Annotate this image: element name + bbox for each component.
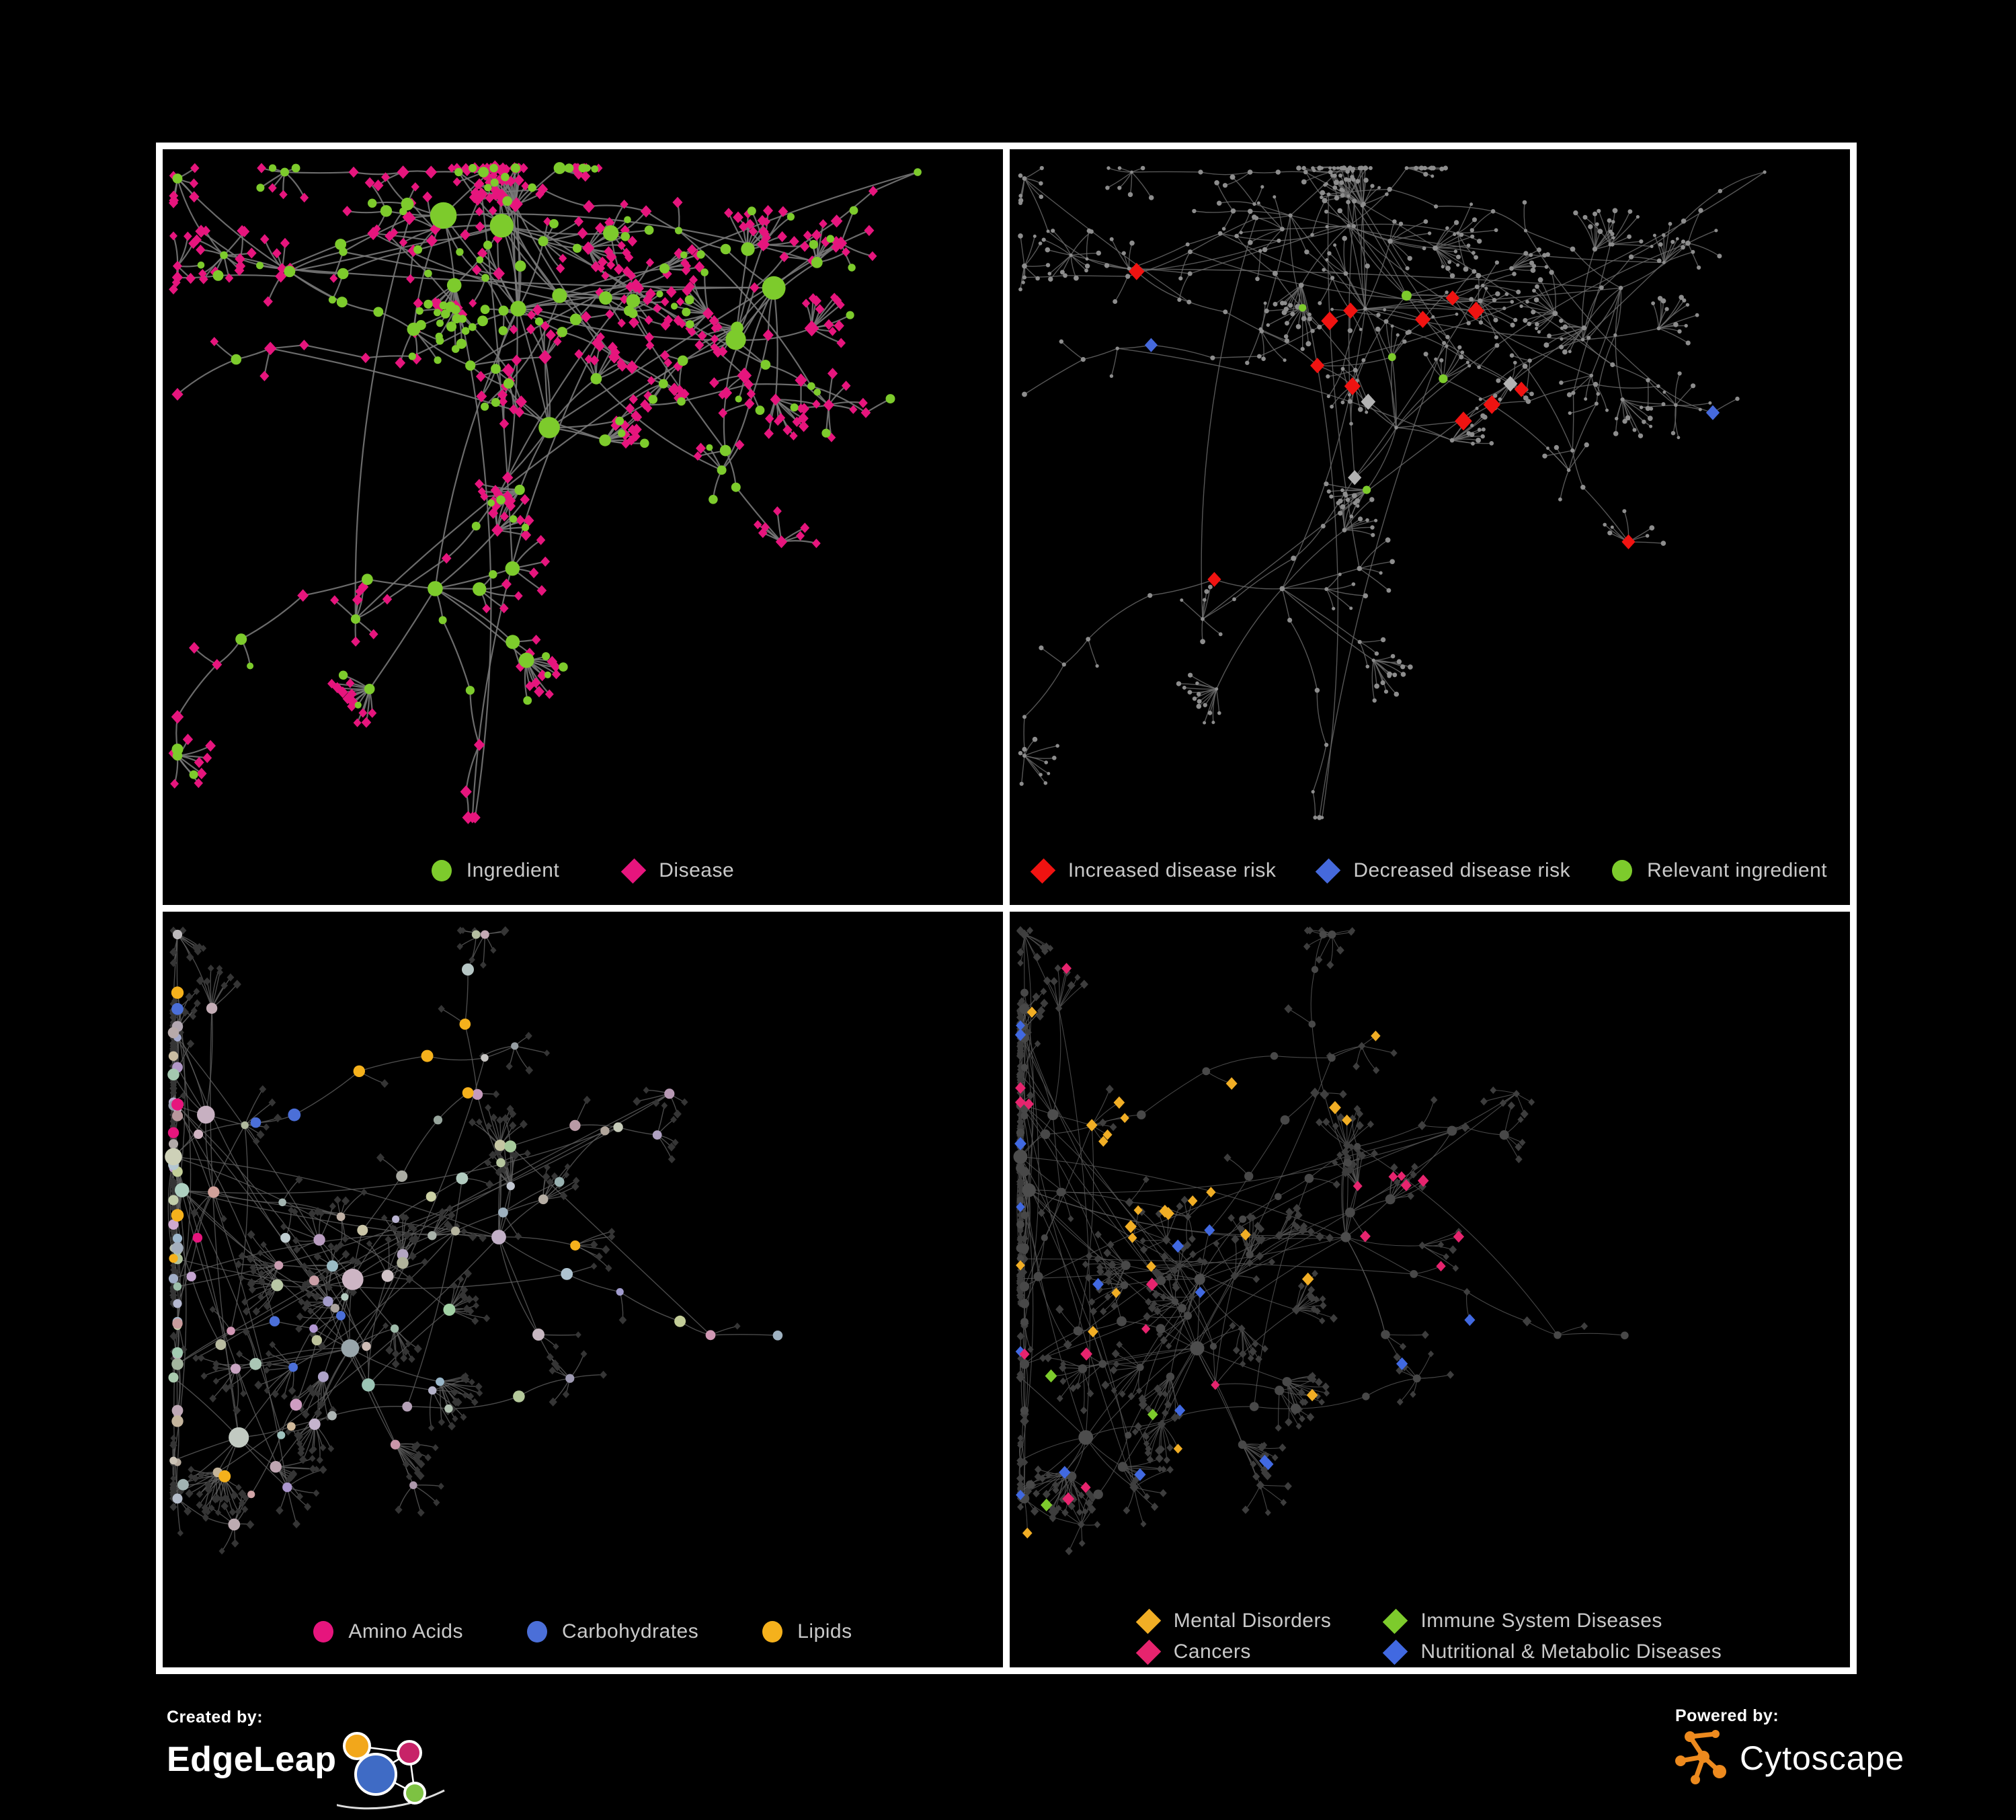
legend-label: Ingredient	[466, 859, 560, 881]
lipids-circle-swatch-icon	[762, 1621, 783, 1643]
legend-item-cancers: Cancers	[1135, 1639, 1332, 1665]
legend-item-relevant-ingredient: Relevant ingredient	[1612, 859, 1827, 882]
legend-item-immune-system-diseases: Immune System Diseases	[1383, 1608, 1722, 1634]
legend-label: Disease	[659, 859, 735, 881]
legend-label: Cancers	[1173, 1640, 1251, 1663]
cytoscape-wordmark: Cytoscape	[1740, 1739, 1905, 1777]
legend-label: Nutritional & Metabolic Diseases	[1420, 1640, 1722, 1663]
decreased-risk-diamond-swatch-icon	[1316, 858, 1341, 883]
powered-by-label: Powered by:	[1675, 1706, 1779, 1725]
nutritional-metabolic-diamond-swatch-icon	[1383, 1639, 1408, 1665]
legend-item-decreased-risk: Decreased disease risk	[1316, 858, 1571, 883]
relevant-ingredient-circle-swatch-icon	[1612, 860, 1633, 881]
legend-label: Decreased disease risk	[1353, 859, 1571, 881]
legend-compound-class: Amino Acids Carbohydrates Lipids	[163, 1620, 1003, 1643]
panel-disease-category: Mental Disorders Immune System Diseases …	[1010, 912, 1850, 1667]
legend-item-nutritional-metabolic-diseases: Nutritional & Metabolic Diseases	[1383, 1639, 1722, 1665]
increased-risk-diamond-swatch-icon	[1030, 858, 1056, 883]
network-svg-ingredient-disease	[168, 160, 922, 824]
network-grid: Ingredient Disease Increased disease ris…	[156, 143, 1857, 1674]
legend-label: Amino Acids	[348, 1620, 463, 1643]
legend-item-disease: Disease	[621, 858, 735, 883]
carbohydrates-circle-swatch-icon	[526, 1621, 547, 1643]
edgeleap-wordmark: EdgeLeap	[167, 1740, 337, 1779]
mental-disorders-diamond-swatch-icon	[1135, 1608, 1161, 1634]
legend-item-mental-disorders: Mental Disorders	[1135, 1608, 1332, 1634]
edgeleap-network-icon	[336, 1732, 445, 1810]
amino-acids-circle-swatch-icon	[313, 1621, 334, 1643]
legend-item-carbohydrates: Carbohydrates	[526, 1620, 699, 1643]
panel-compound-class: Amino Acids Carbohydrates Lipids	[163, 912, 1003, 1667]
cytoscape-logo: Cytoscape	[1675, 1729, 1904, 1788]
legend-disease-category: Mental Disorders Immune System Diseases …	[1135, 1608, 1722, 1665]
created-by-block: Created by: EdgeLeap	[167, 1708, 478, 1819]
network-svg-disease-category	[1013, 926, 1629, 1556]
panel-ingredient-disease: Ingredient Disease	[163, 149, 1003, 905]
panel-disease-risk: Increased disease risk Decreased disease…	[1010, 149, 1850, 905]
created-by-label: Created by:	[167, 1708, 264, 1727]
legend-disease-risk: Increased disease risk Decreased disease…	[1010, 858, 1850, 883]
legend-item-lipids: Lipids	[762, 1620, 852, 1643]
immune-diseases-diamond-swatch-icon	[1383, 1608, 1408, 1634]
powered-by-block: Powered by: Cytoscape	[1675, 1706, 1904, 1788]
legend-label: Carbohydrates	[561, 1620, 699, 1643]
network-svg-disease-risk	[1018, 165, 1767, 820]
legend-label: Relevant ingredient	[1647, 859, 1828, 881]
legend-label: Lipids	[797, 1620, 852, 1643]
legend-item-increased-risk: Increased disease risk	[1030, 858, 1277, 883]
legend-item-amino-acids: Amino Acids	[313, 1620, 463, 1643]
ingredient-circle-swatch-icon	[431, 860, 452, 881]
legend-item-ingredient: Ingredient	[431, 859, 560, 882]
cancers-diamond-swatch-icon	[1135, 1639, 1161, 1665]
legend-ingredient-disease: Ingredient Disease	[163, 858, 1003, 883]
legend-label: Immune System Diseases	[1420, 1610, 1662, 1632]
legend-label: Mental Disorders	[1173, 1610, 1332, 1632]
legend-label: Increased disease risk	[1067, 859, 1277, 881]
network-svg-compound-class	[165, 926, 783, 1555]
disease-diamond-swatch-icon	[621, 858, 647, 883]
edgeleap-logo: EdgeLeap	[167, 1731, 478, 1819]
cytoscape-network-icon	[1675, 1730, 1726, 1784]
